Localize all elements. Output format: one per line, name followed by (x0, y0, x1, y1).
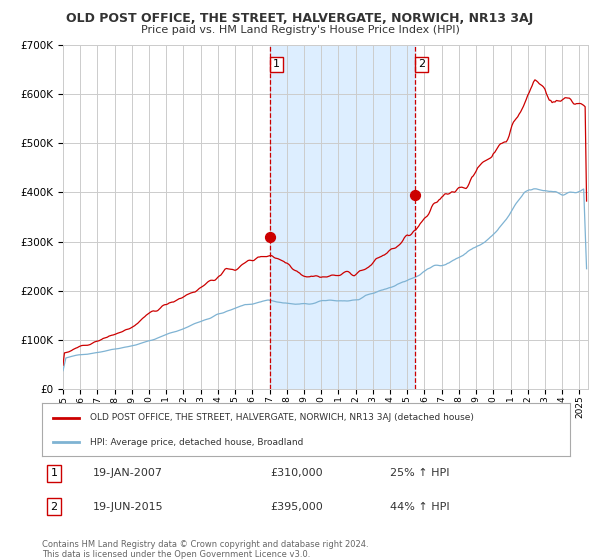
Text: 25% ↑ HPI: 25% ↑ HPI (390, 468, 449, 478)
Text: 1: 1 (50, 468, 58, 478)
Text: This data is licensed under the Open Government Licence v3.0.: This data is licensed under the Open Gov… (42, 550, 310, 559)
Text: HPI: Average price, detached house, Broadland: HPI: Average price, detached house, Broa… (89, 437, 303, 446)
Text: £310,000: £310,000 (270, 468, 323, 478)
Bar (271, 45, 415, 389)
Text: 1: 1 (273, 59, 280, 69)
Point (410, 190, 420, 199)
Text: Contains HM Land Registry data © Crown copyright and database right 2024.: Contains HM Land Registry data © Crown c… (42, 540, 368, 549)
Point (266, 232, 275, 241)
Text: £395,000: £395,000 (270, 502, 323, 512)
Text: 19-JUN-2015: 19-JUN-2015 (93, 502, 164, 512)
Text: 2: 2 (50, 502, 58, 512)
Text: Price paid vs. HM Land Registry's House Price Index (HPI): Price paid vs. HM Land Registry's House … (140, 25, 460, 35)
Text: OLD POST OFFICE, THE STREET, HALVERGATE, NORWICH, NR13 3AJ: OLD POST OFFICE, THE STREET, HALVERGATE,… (67, 12, 533, 25)
Text: 44% ↑ HPI: 44% ↑ HPI (390, 502, 449, 512)
Text: OLD POST OFFICE, THE STREET, HALVERGATE, NORWICH, NR13 3AJ (detached house): OLD POST OFFICE, THE STREET, HALVERGATE,… (89, 413, 473, 422)
Text: 2: 2 (418, 59, 425, 69)
Text: 19-JAN-2007: 19-JAN-2007 (93, 468, 163, 478)
